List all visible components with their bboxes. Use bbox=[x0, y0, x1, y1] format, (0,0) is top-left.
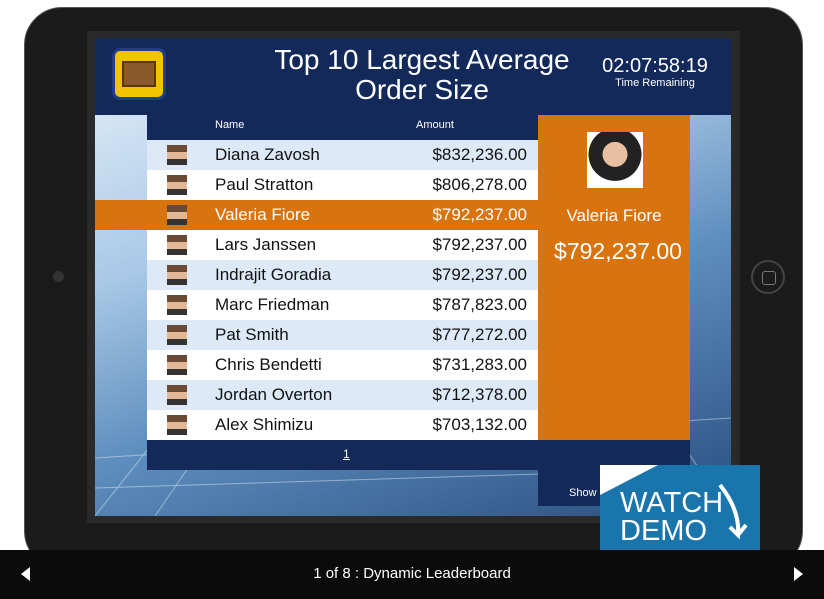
spotlight-photo bbox=[587, 132, 643, 188]
avatar bbox=[167, 235, 187, 255]
timer: 02:07:58:19 bbox=[602, 55, 708, 77]
avatar bbox=[167, 325, 187, 345]
header bbox=[95, 38, 731, 115]
table-row[interactable]: Lars Janssen $792,237.00 bbox=[147, 230, 538, 260]
row-amount: $792,237.00 bbox=[432, 235, 527, 254]
watch-demo-badge[interactable]: WATCH DEMO bbox=[600, 465, 760, 550]
badge-curl bbox=[600, 465, 748, 540]
avatar bbox=[167, 295, 187, 315]
row-amount: $832,236.00 bbox=[432, 145, 527, 164]
row-amount: $703,132.00 bbox=[432, 415, 527, 434]
table-row[interactable]: Diana Zavosh $832,236.00 bbox=[147, 140, 538, 170]
avatar bbox=[167, 265, 187, 285]
avatar bbox=[167, 355, 187, 375]
row-name: Lars Janssen bbox=[215, 235, 317, 254]
title: Top 10 Largest Average Order Size bbox=[274, 44, 570, 105]
prev-arrow[interactable] bbox=[18, 566, 34, 582]
row-name: Indrajit Goradia bbox=[215, 265, 332, 284]
table-row[interactable]: Pat Smith $777,272.00 bbox=[147, 320, 538, 350]
column-header: Amount bbox=[416, 119, 454, 131]
column-header: Name bbox=[215, 119, 245, 131]
table-row[interactable]: Jordan Overton $712,378.00 bbox=[147, 380, 538, 410]
row-name: Pat Smith bbox=[215, 325, 289, 344]
timer-label: Time Remaining bbox=[615, 77, 695, 89]
avatar bbox=[167, 205, 187, 225]
next-arrow[interactable] bbox=[790, 566, 806, 582]
table-header bbox=[147, 115, 538, 140]
home-button[interactable] bbox=[751, 260, 785, 294]
badge-line: WATCH bbox=[620, 487, 724, 519]
row-amount: $792,237.00 bbox=[432, 205, 527, 224]
avatar bbox=[167, 145, 187, 165]
spotlight-name: Valeria Fiore bbox=[566, 206, 662, 225]
page-link[interactable]: 1 bbox=[343, 447, 350, 461]
row-name: Marc Friedman bbox=[215, 295, 330, 314]
row-name: Jordan Overton bbox=[215, 385, 333, 404]
row-amount: $777,272.00 bbox=[432, 325, 527, 344]
table-row[interactable]: Indrajit Goradia $792,237.00 bbox=[147, 260, 538, 290]
row-name: Chris Bendetti bbox=[215, 355, 322, 374]
table-row[interactable]: Marc Friedman $787,823.00 bbox=[147, 290, 538, 320]
table-row[interactable]: Alex Shimizu $703,132.00 bbox=[147, 410, 538, 440]
bottom-bar bbox=[0, 550, 824, 599]
table-footer bbox=[147, 440, 538, 470]
row-amount: $792,237.00 bbox=[432, 265, 527, 284]
camera bbox=[53, 271, 64, 282]
table-row[interactable]: Paul Stratton $806,278.00 bbox=[147, 170, 538, 200]
row-amount: $731,283.00 bbox=[432, 355, 527, 374]
avatar bbox=[167, 415, 187, 435]
table-row[interactable]: Chris Bendetti $731,283.00 bbox=[147, 350, 538, 380]
row-name: Valeria Fiore bbox=[215, 205, 311, 224]
row-amount: $806,278.00 bbox=[432, 175, 527, 194]
show-more[interactable]: Show M bbox=[569, 487, 609, 499]
caption: 1 of 8 : Dynamic Leaderboard bbox=[313, 565, 511, 582]
row-amount: $787,823.00 bbox=[432, 295, 527, 314]
row-name: Alex Shimizu bbox=[215, 415, 314, 434]
avatar bbox=[167, 175, 187, 195]
row-name: Diana Zavosh bbox=[215, 145, 320, 164]
row-amount: $712,378.00 bbox=[432, 385, 527, 404]
app-icon bbox=[112, 48, 166, 100]
spotlight-amount: $792,237.00 bbox=[554, 238, 682, 264]
avatar bbox=[167, 385, 187, 405]
row-name: Paul Stratton bbox=[215, 175, 314, 194]
table-row[interactable]: Valeria Fiore $792,237.00 bbox=[95, 200, 538, 230]
badge-line: DEMO bbox=[620, 515, 707, 547]
